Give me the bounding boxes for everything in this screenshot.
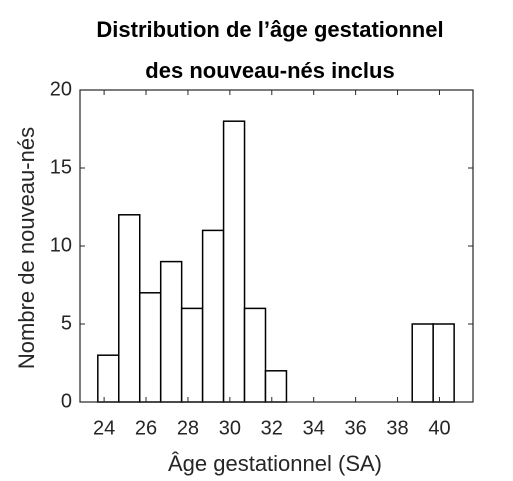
bar (180, 307, 204, 403)
x-axis-label: Âge gestationnel (SA) (168, 451, 382, 476)
bar (222, 120, 246, 403)
y-tick-label: 0 (61, 390, 72, 412)
x-tick-label: 40 (428, 417, 450, 439)
y-tick-label: 20 (50, 78, 72, 100)
x-tick-label: 28 (177, 417, 199, 439)
bar (243, 307, 267, 403)
x-tick-label: 26 (135, 417, 157, 439)
chart-title: Distribution de l’âge gestationnel (96, 17, 443, 42)
x-tick-label: 34 (303, 417, 325, 439)
bar (201, 229, 225, 403)
bar (138, 292, 162, 403)
x-tick-label: 30 (219, 417, 241, 439)
bar (432, 323, 455, 403)
x-tick-label: 24 (93, 417, 115, 439)
bar (411, 323, 434, 403)
bar (159, 260, 183, 403)
bar (97, 354, 120, 403)
x-tick-label: 36 (344, 417, 366, 439)
bar (118, 214, 141, 403)
y-tick-label: 15 (50, 156, 72, 178)
bar (264, 370, 288, 403)
y-tick-label: 10 (50, 234, 72, 256)
x-tick-label: 32 (261, 417, 283, 439)
chart-title: des nouveau-nés inclus (145, 58, 394, 83)
x-tick-label: 38 (386, 417, 408, 439)
y-axis-label: Nombre de nouveau-nés (14, 127, 39, 369)
y-tick-label: 5 (61, 312, 72, 334)
